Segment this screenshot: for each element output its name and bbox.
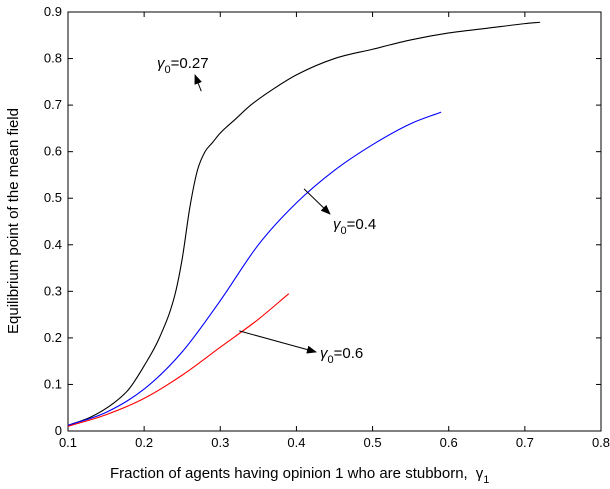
y-tick-label: 0.4	[44, 237, 62, 252]
x-tick-label: 0.6	[440, 435, 458, 450]
y-tick-label: 0.6	[44, 144, 62, 159]
series-line-black	[67, 21, 541, 426]
x-axis-label-text: Fraction of agents having opinion 1 who …	[110, 465, 468, 482]
annotation-symbol: γ	[320, 345, 329, 362]
annotation-label: γ0=0.27	[157, 55, 209, 76]
y-tick-label: 0.8	[44, 51, 62, 66]
annotation-arrow	[194, 74, 202, 92]
annotation-sub: 0	[341, 225, 347, 237]
plot-area	[67, 11, 602, 432]
axis-ticks: 0.1 0.2 0.3 0.4 0.5 0.6 0.7 0.800.10.20.30.40.5…	[44, 4, 610, 450]
annotation-sub: 0	[328, 354, 334, 366]
annotation-arrow	[303, 188, 331, 215]
x-axis-label: Fraction of agents having opinion 1 who …	[110, 465, 489, 486]
x-tick-label: 0.5	[364, 435, 382, 450]
x-tick-label: 0.8	[592, 435, 610, 450]
series-lines	[67, 21, 541, 427]
annotation-text: =0.4	[347, 216, 377, 233]
x-tick-label: 0.4	[287, 435, 305, 450]
y-tick-label: 0.3	[44, 283, 62, 298]
y-tick-label: 0.2	[44, 330, 62, 345]
x-tick-label: 0.3	[211, 435, 229, 450]
annotation-symbol: γ	[157, 55, 166, 72]
y-tick-label: 0.9	[44, 4, 62, 19]
annotation-symbol: γ	[333, 216, 342, 233]
x-tick-label: 0.2	[135, 435, 153, 450]
annotation-label: γ0=0.6	[320, 345, 363, 366]
x-tick-label: 0.7	[516, 435, 534, 450]
annotation-label: γ0=0.4	[333, 216, 376, 237]
series-line-blue	[67, 111, 442, 426]
annotation-text: =0.27	[171, 55, 209, 72]
y-tick-label: 0	[55, 423, 62, 438]
annotation-arrow	[239, 330, 317, 354]
y-tick-label: 0.1	[44, 376, 62, 391]
y-axis-label: Equilibrium point of the mean field	[5, 108, 22, 334]
annotation-sub: 0	[165, 64, 171, 76]
series-line-red	[67, 293, 290, 427]
annotation-text: =0.6	[334, 345, 364, 362]
x-axis-label-symbol: γ	[476, 465, 484, 482]
y-tick-label: 0.7	[44, 97, 62, 112]
y-tick-label: 0.5	[44, 190, 62, 205]
x-tick-label: 0.1	[59, 435, 77, 450]
x-axis-label-sub: 1	[483, 474, 489, 486]
